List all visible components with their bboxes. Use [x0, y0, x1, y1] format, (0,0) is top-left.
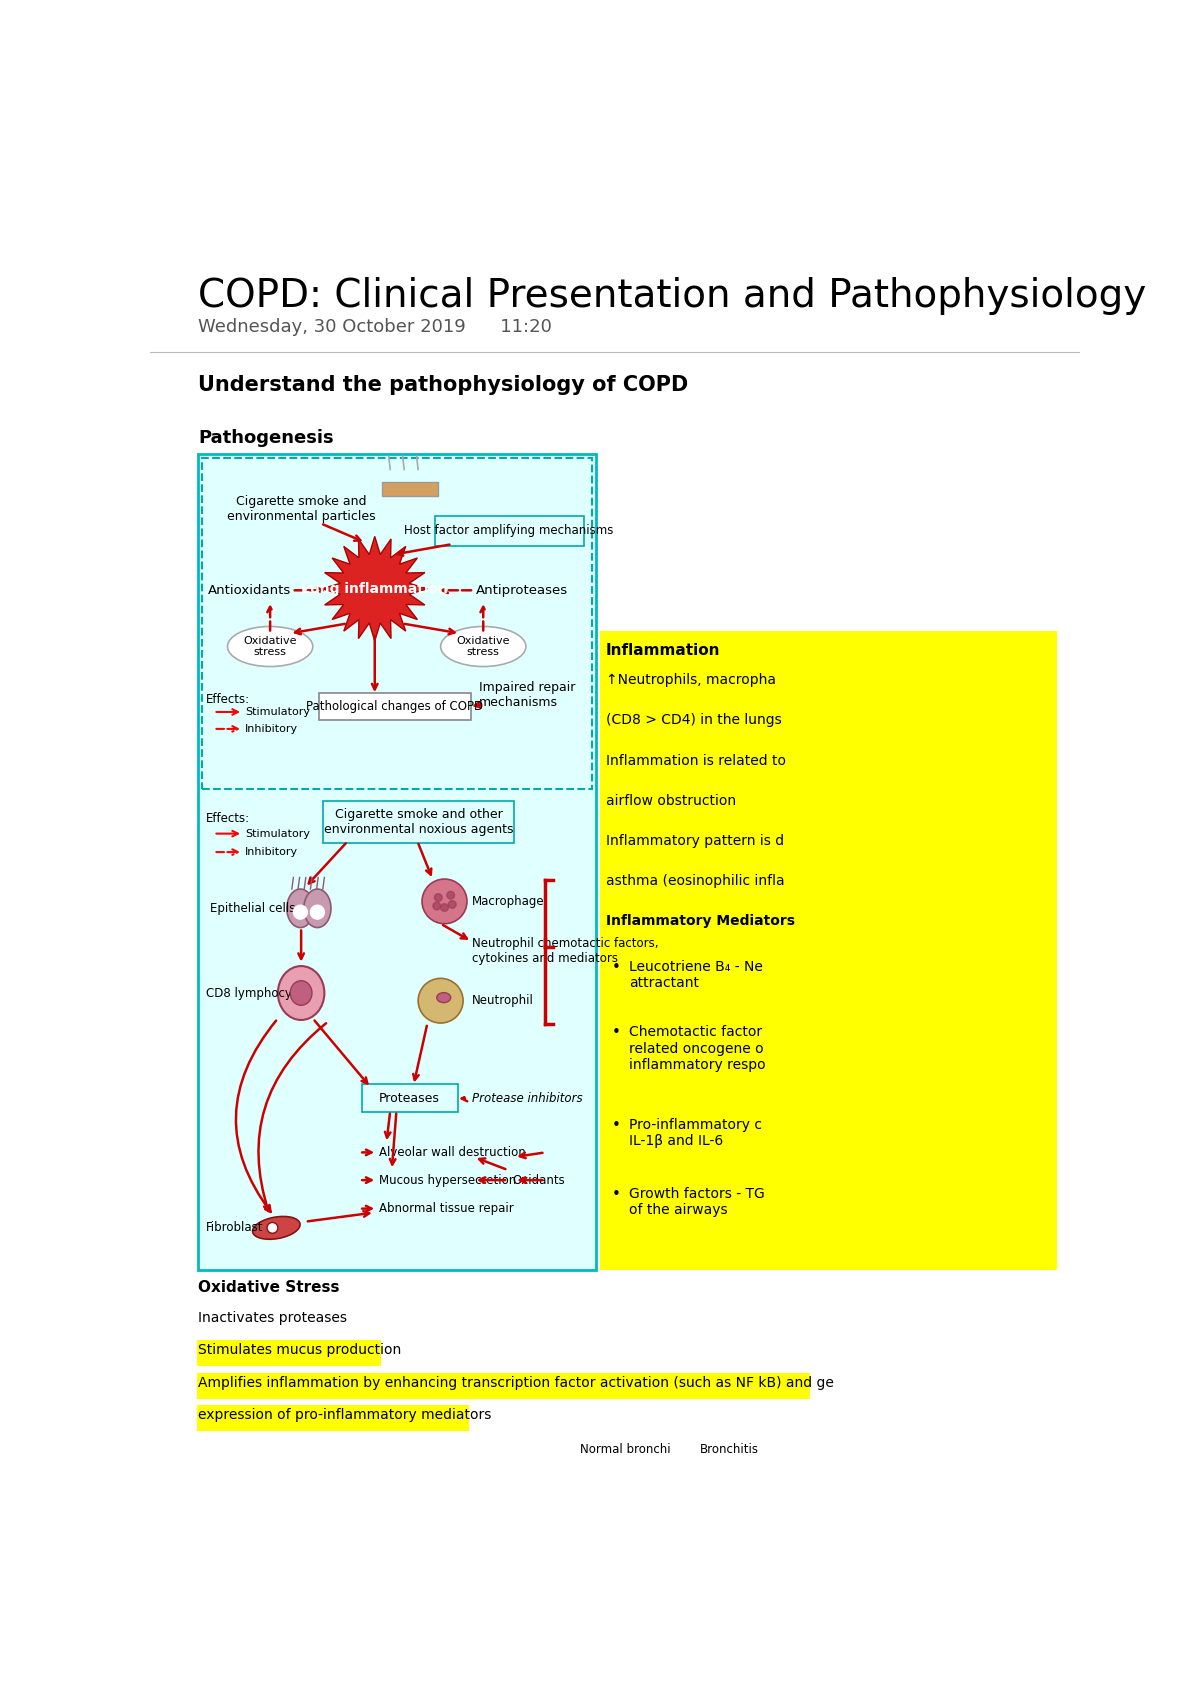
Ellipse shape — [437, 993, 451, 1002]
Text: Neutrophil: Neutrophil — [472, 995, 534, 1007]
Ellipse shape — [304, 890, 331, 927]
Text: Epithelial cells: Epithelial cells — [210, 902, 296, 915]
Text: Normal bronchi: Normal bronchi — [580, 1443, 671, 1457]
Text: Antioxidants: Antioxidants — [208, 584, 292, 596]
Text: Amplifies inflammation by enhancing transcription factor activation (such as NF : Amplifies inflammation by enhancing tran… — [198, 1375, 834, 1389]
Polygon shape — [322, 537, 427, 642]
Text: •: • — [612, 1026, 620, 1041]
Text: Inhibitory: Inhibitory — [245, 847, 299, 857]
FancyBboxPatch shape — [319, 693, 470, 720]
Text: Macrophage: Macrophage — [472, 895, 545, 908]
Ellipse shape — [287, 890, 314, 927]
Text: Stimulatory: Stimulatory — [245, 829, 311, 839]
Text: Abnormal tissue repair: Abnormal tissue repair — [379, 1202, 514, 1216]
Text: Inhibitory: Inhibitory — [245, 723, 299, 734]
Text: COPD: Clinical Presentation and Pathophysiology: COPD: Clinical Presentation and Pathophy… — [198, 277, 1146, 314]
Text: expression of pro-inflammatory mediators: expression of pro-inflammatory mediators — [198, 1408, 492, 1421]
Text: •: • — [612, 959, 620, 975]
Text: Pathogenesis: Pathogenesis — [198, 430, 334, 447]
FancyBboxPatch shape — [600, 632, 1057, 1270]
Text: Proteases: Proteases — [379, 1092, 440, 1105]
Text: (CD8 > CD4) in the lungs: (CD8 > CD4) in the lungs — [606, 713, 781, 727]
Text: Oxidants: Oxidants — [512, 1173, 565, 1187]
Text: Oxidative
stress: Oxidative stress — [244, 635, 296, 657]
Text: Stimulates mucus production: Stimulates mucus production — [198, 1343, 401, 1357]
Text: Understand the pathophysiology of COPD: Understand the pathophysiology of COPD — [198, 375, 689, 396]
Circle shape — [433, 902, 440, 910]
Text: Fibroblast: Fibroblast — [206, 1221, 263, 1234]
Text: Host factor amplifying mechanisms: Host factor amplifying mechanisms — [404, 523, 613, 537]
Circle shape — [434, 893, 442, 902]
Circle shape — [293, 905, 307, 919]
Text: Inflammation: Inflammation — [606, 642, 720, 657]
Text: Bronchitis: Bronchitis — [701, 1443, 760, 1457]
Text: Inflammatory pattern is d: Inflammatory pattern is d — [606, 834, 784, 847]
Text: •: • — [612, 1187, 620, 1202]
Text: Antiproteases: Antiproteases — [475, 584, 568, 596]
Text: Chemotactic factor
related oncogene o
inflammatory respo: Chemotactic factor related oncogene o in… — [629, 1026, 766, 1071]
Ellipse shape — [290, 981, 312, 1005]
Circle shape — [422, 880, 467, 924]
Text: Oxidative
stress: Oxidative stress — [456, 635, 510, 657]
Text: ↑Neutrophils, macropha: ↑Neutrophils, macropha — [606, 674, 775, 688]
Ellipse shape — [228, 627, 313, 667]
FancyBboxPatch shape — [361, 1083, 457, 1112]
FancyBboxPatch shape — [197, 1372, 810, 1399]
Text: Wednesday, 30 October 2019      11:20: Wednesday, 30 October 2019 11:20 — [198, 318, 552, 336]
FancyBboxPatch shape — [197, 1404, 469, 1431]
Circle shape — [449, 900, 456, 908]
Text: Impaired repair
mechanisms: Impaired repair mechanisms — [479, 681, 576, 710]
Text: Oxidative Stress: Oxidative Stress — [198, 1280, 340, 1296]
Text: Leucotriene B₄ - Ne
attractant: Leucotriene B₄ - Ne attractant — [629, 959, 763, 990]
Text: Inactivates proteases: Inactivates proteases — [198, 1311, 347, 1324]
FancyBboxPatch shape — [382, 482, 438, 496]
Text: airflow obstruction: airflow obstruction — [606, 793, 736, 808]
Text: Alveolar wall destruction: Alveolar wall destruction — [379, 1146, 526, 1160]
Text: Effects:: Effects: — [206, 812, 250, 825]
Circle shape — [418, 978, 463, 1022]
Ellipse shape — [440, 627, 526, 667]
Text: Stimulatory: Stimulatory — [245, 706, 311, 717]
Text: •: • — [612, 1117, 620, 1133]
Text: Mucous hypersecretion: Mucous hypersecretion — [379, 1173, 516, 1187]
Text: Cigarette smoke and
environmental particles: Cigarette smoke and environmental partic… — [227, 494, 376, 523]
Circle shape — [311, 905, 324, 919]
Ellipse shape — [252, 1216, 300, 1240]
Text: Neutrophil chemotactic factors,
cytokines and mediators: Neutrophil chemotactic factors, cytokine… — [472, 937, 658, 964]
FancyBboxPatch shape — [198, 453, 595, 1270]
Text: Lung inflammation: Lung inflammation — [301, 582, 449, 596]
Text: Pathological changes of COPD: Pathological changes of COPD — [306, 700, 484, 713]
Circle shape — [446, 891, 455, 898]
Circle shape — [440, 903, 449, 912]
Text: Inflammation is related to: Inflammation is related to — [606, 754, 786, 767]
Text: CD8 lymphocyte: CD8 lymphocyte — [206, 987, 304, 1000]
FancyBboxPatch shape — [323, 801, 515, 842]
Text: Protease inhibitors: Protease inhibitors — [472, 1092, 582, 1105]
Text: asthma (eosinophilic infla: asthma (eosinophilic infla — [606, 874, 785, 888]
FancyBboxPatch shape — [202, 458, 592, 790]
Text: Inflammatory Mediators: Inflammatory Mediators — [606, 914, 794, 927]
FancyBboxPatch shape — [436, 516, 584, 545]
Circle shape — [268, 1223, 278, 1233]
Text: Cigarette smoke and other
environmental noxious agents: Cigarette smoke and other environmental … — [324, 808, 514, 835]
Ellipse shape — [278, 966, 324, 1020]
Text: Pro-inflammatory c
IL-1β and IL-6: Pro-inflammatory c IL-1β and IL-6 — [629, 1117, 762, 1148]
Text: Growth factors - TG
of the airways: Growth factors - TG of the airways — [629, 1187, 764, 1217]
Text: Effects:: Effects: — [206, 693, 250, 706]
FancyBboxPatch shape — [197, 1340, 380, 1367]
